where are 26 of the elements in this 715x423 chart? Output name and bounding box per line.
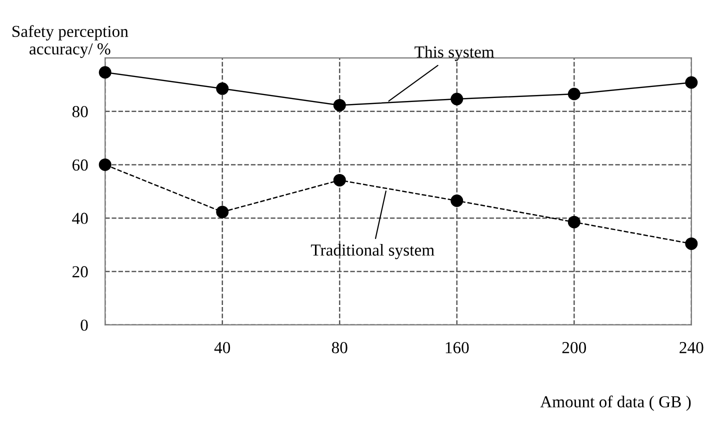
point xyxy=(333,98,346,112)
point xyxy=(568,88,580,100)
y-tick-label: 40 xyxy=(72,212,88,224)
point xyxy=(98,158,112,171)
point xyxy=(216,82,229,95)
x-tick-label: 240 xyxy=(680,342,704,354)
x-tick-label: 40 xyxy=(214,342,230,354)
y-tick-label: 60 xyxy=(72,159,88,171)
point xyxy=(216,206,229,218)
point xyxy=(685,76,698,89)
point xyxy=(333,174,346,186)
y-tick-label: 0 xyxy=(80,320,88,331)
point xyxy=(685,237,698,250)
point xyxy=(568,216,580,228)
y-tick-label: 80 xyxy=(72,106,88,118)
text: Traditional system xyxy=(310,244,434,260)
x-tick-label: 200 xyxy=(562,342,586,354)
y-tick-label: 20 xyxy=(72,266,88,278)
text: This system xyxy=(414,46,494,62)
point xyxy=(450,194,464,207)
point xyxy=(450,92,464,106)
x-tick-label: 160 xyxy=(446,342,469,354)
x-tick-label: 80 xyxy=(332,342,348,354)
y-axis-title: Safety perception accuracy/ % xyxy=(12,25,128,58)
x-axis-title: Amount of data ( GB ) xyxy=(540,396,691,411)
point xyxy=(98,66,112,79)
